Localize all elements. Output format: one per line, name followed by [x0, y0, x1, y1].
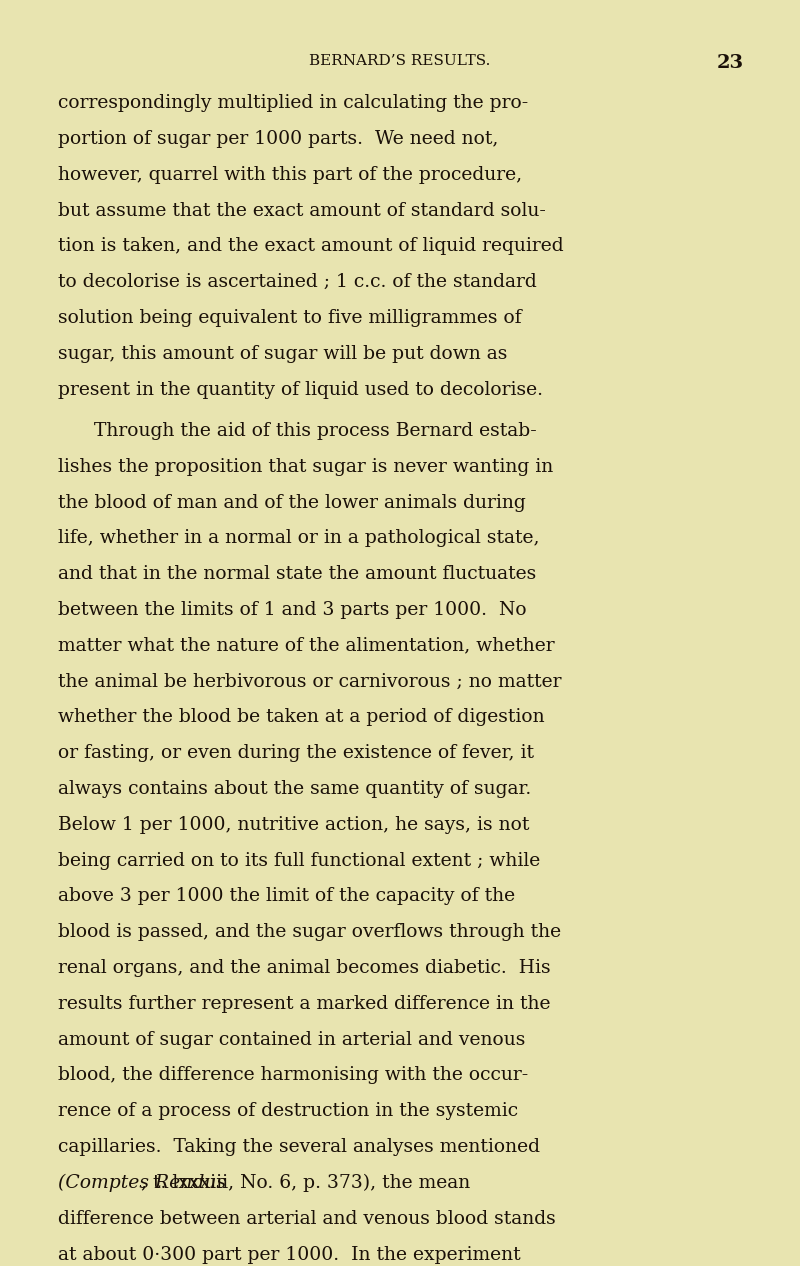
Text: Below 1 per 1000, nutritive action, he says, is not: Below 1 per 1000, nutritive action, he s…: [58, 815, 529, 834]
Text: tion is taken, and the exact amount of liquid required: tion is taken, and the exact amount of l…: [58, 238, 563, 256]
Text: rence of a process of destruction in the systemic: rence of a process of destruction in the…: [58, 1103, 518, 1120]
Text: solution being equivalent to five milligrammes of: solution being equivalent to five millig…: [58, 309, 522, 327]
Text: renal organs, and the animal becomes diabetic.  His: renal organs, and the animal becomes dia…: [58, 960, 550, 977]
Text: portion of sugar per 1000 parts.  We need not,: portion of sugar per 1000 parts. We need…: [58, 130, 498, 148]
Text: to decolorise is ascertained ; 1 c.c. of the standard: to decolorise is ascertained ; 1 c.c. of…: [58, 273, 536, 291]
Text: BERNARD’S RESULTS.: BERNARD’S RESULTS.: [310, 54, 490, 68]
Text: sugar, this amount of sugar will be put down as: sugar, this amount of sugar will be put …: [58, 344, 507, 363]
Text: blood, the difference harmonising with the occur-: blood, the difference harmonising with t…: [58, 1066, 528, 1085]
Text: correspondingly multiplied in calculating the pro-: correspondingly multiplied in calculatin…: [58, 94, 528, 113]
Text: matter what the nature of the alimentation, whether: matter what the nature of the alimentati…: [58, 637, 554, 655]
Text: present in the quantity of liquid used to decolorise.: present in the quantity of liquid used t…: [58, 381, 542, 399]
Text: blood is passed, and the sugar overflows through the: blood is passed, and the sugar overflows…: [58, 923, 561, 941]
Text: , t. lxxxiii, No. 6, p. 373), the mean: , t. lxxxiii, No. 6, p. 373), the mean: [141, 1174, 470, 1193]
Text: whether the blood be taken at a period of digestion: whether the blood be taken at a period o…: [58, 709, 544, 727]
Text: and that in the normal state the amount fluctuates: and that in the normal state the amount …: [58, 565, 536, 584]
Text: but assume that the exact amount of standard solu-: but assume that the exact amount of stan…: [58, 201, 546, 220]
Text: life, whether in a normal or in a pathological state,: life, whether in a normal or in a pathol…: [58, 529, 539, 547]
Text: the blood of man and of the lower animals during: the blood of man and of the lower animal…: [58, 494, 526, 511]
Text: (Comptes Rendus: (Comptes Rendus: [58, 1174, 226, 1193]
Text: amount of sugar contained in arterial and venous: amount of sugar contained in arterial an…: [58, 1031, 525, 1048]
Text: the animal be herbivorous or carnivorous ; no matter: the animal be herbivorous or carnivorous…: [58, 672, 561, 690]
Text: lishes the proposition that sugar is never wanting in: lishes the proposition that sugar is nev…: [58, 458, 553, 476]
Text: Through the aid of this process Bernard estab-: Through the aid of this process Bernard …: [94, 422, 536, 439]
Text: or fasting, or even during the existence of fever, it: or fasting, or even during the existence…: [58, 744, 534, 762]
Text: always contains about the same quantity of sugar.: always contains about the same quantity …: [58, 780, 531, 798]
Text: between the limits of 1 and 3 parts per 1000.  No: between the limits of 1 and 3 parts per …: [58, 601, 526, 619]
Text: difference between arterial and venous blood stands: difference between arterial and venous b…: [58, 1210, 555, 1228]
Text: being carried on to its full functional extent ; while: being carried on to its full functional …: [58, 852, 540, 870]
Text: at about 0·300 part per 1000.  In the experiment: at about 0·300 part per 1000. In the exp…: [58, 1246, 520, 1263]
Text: 23: 23: [717, 54, 744, 72]
Text: results further represent a marked difference in the: results further represent a marked diffe…: [58, 995, 550, 1013]
Text: capillaries.  Taking the several analyses mentioned: capillaries. Taking the several analyses…: [58, 1138, 539, 1156]
Text: however, quarrel with this part of the procedure,: however, quarrel with this part of the p…: [58, 166, 522, 184]
Text: above 3 per 1000 the limit of the capacity of the: above 3 per 1000 the limit of the capaci…: [58, 887, 514, 905]
